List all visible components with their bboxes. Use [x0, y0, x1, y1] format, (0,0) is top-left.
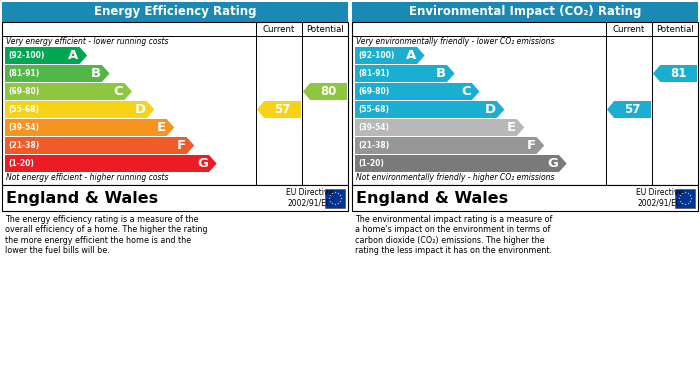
Text: (81-91): (81-91) — [8, 69, 39, 78]
Text: A: A — [69, 49, 78, 62]
Bar — [2, 2, 348, 22]
Polygon shape — [5, 83, 132, 100]
Text: 57: 57 — [274, 103, 290, 116]
Text: (81-91): (81-91) — [358, 69, 389, 78]
Text: (69-80): (69-80) — [358, 87, 389, 96]
Bar — [2, 22, 348, 185]
Bar — [352, 185, 698, 211]
Polygon shape — [355, 155, 567, 172]
Text: Energy Efficiency Rating: Energy Efficiency Rating — [94, 5, 256, 18]
Text: Very environmentally friendly - lower CO₂ emissions: Very environmentally friendly - lower CO… — [356, 38, 554, 47]
Text: F: F — [176, 139, 186, 152]
Text: Environmental Impact (CO₂) Rating: Environmental Impact (CO₂) Rating — [409, 5, 641, 18]
Text: Current: Current — [612, 25, 645, 34]
Text: D: D — [484, 103, 496, 116]
Polygon shape — [653, 65, 697, 82]
Text: (21-38): (21-38) — [358, 141, 389, 150]
Text: 81: 81 — [671, 67, 687, 80]
Polygon shape — [355, 101, 505, 118]
Text: The environmental impact rating is a measure of
a home's impact on the environme: The environmental impact rating is a mea… — [355, 215, 552, 255]
Bar — [325, 188, 345, 208]
Text: (1-20): (1-20) — [8, 159, 34, 168]
Bar — [2, 185, 348, 211]
Text: England & Wales: England & Wales — [6, 190, 158, 206]
Text: A: A — [406, 49, 416, 62]
Text: Not energy efficient - higher running costs: Not energy efficient - higher running co… — [6, 174, 169, 183]
Text: C: C — [113, 85, 123, 98]
Polygon shape — [5, 65, 110, 82]
Text: Potential: Potential — [656, 25, 694, 34]
Polygon shape — [5, 119, 174, 136]
Text: England & Wales: England & Wales — [356, 190, 508, 206]
Text: G: G — [547, 157, 558, 170]
Text: Not environmentally friendly - higher CO₂ emissions: Not environmentally friendly - higher CO… — [356, 174, 554, 183]
Polygon shape — [355, 47, 425, 64]
Text: Potential: Potential — [306, 25, 344, 34]
Text: (39-54): (39-54) — [8, 123, 39, 132]
Text: (55-68): (55-68) — [358, 105, 389, 114]
Text: Current: Current — [262, 25, 295, 34]
Text: Very energy efficient - lower running costs: Very energy efficient - lower running co… — [6, 38, 169, 47]
Polygon shape — [355, 65, 454, 82]
Bar — [352, 22, 698, 185]
Bar — [675, 188, 695, 208]
Text: E: E — [507, 121, 516, 134]
Text: B: B — [91, 67, 101, 80]
Polygon shape — [5, 155, 217, 172]
Polygon shape — [257, 101, 301, 118]
Text: (21-38): (21-38) — [8, 141, 39, 150]
Text: (39-54): (39-54) — [358, 123, 389, 132]
Polygon shape — [607, 101, 651, 118]
Text: B: B — [436, 67, 446, 80]
Text: E: E — [157, 121, 166, 134]
Text: EU Directive
2002/91/EC: EU Directive 2002/91/EC — [636, 188, 684, 208]
Text: (92-100): (92-100) — [358, 51, 394, 60]
Text: C: C — [461, 85, 471, 98]
Text: (55-68): (55-68) — [8, 105, 39, 114]
Text: 57: 57 — [624, 103, 640, 116]
Polygon shape — [5, 47, 88, 64]
Polygon shape — [355, 119, 524, 136]
Text: (1-20): (1-20) — [358, 159, 384, 168]
Polygon shape — [5, 137, 194, 154]
Text: D: D — [134, 103, 146, 116]
Text: (69-80): (69-80) — [8, 87, 39, 96]
Text: (92-100): (92-100) — [8, 51, 44, 60]
Text: G: G — [197, 157, 208, 170]
Polygon shape — [355, 137, 544, 154]
Bar — [352, 2, 698, 22]
Text: F: F — [526, 139, 536, 152]
Text: EU Directive
2002/91/EC: EU Directive 2002/91/EC — [286, 188, 334, 208]
Polygon shape — [5, 101, 155, 118]
Polygon shape — [303, 83, 347, 100]
Polygon shape — [355, 83, 480, 100]
Text: 80: 80 — [321, 85, 337, 98]
Text: The energy efficiency rating is a measure of the
overall efficiency of a home. T: The energy efficiency rating is a measur… — [5, 215, 207, 255]
